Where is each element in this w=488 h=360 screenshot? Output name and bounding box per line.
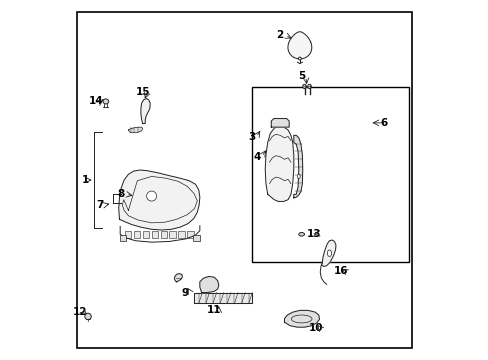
Text: 13: 13: [306, 229, 321, 239]
Bar: [251, 87, 408, 262]
Polygon shape: [119, 170, 200, 230]
Text: 9: 9: [182, 288, 189, 297]
Bar: [142, 231, 149, 238]
Polygon shape: [321, 240, 335, 266]
Polygon shape: [293, 135, 302, 198]
Text: 3: 3: [247, 132, 255, 142]
Bar: [178, 231, 184, 238]
Text: 7: 7: [96, 200, 103, 210]
Polygon shape: [271, 118, 288, 127]
Bar: [192, 235, 200, 241]
Bar: [120, 235, 125, 241]
Bar: [124, 231, 131, 238]
Text: 16: 16: [333, 266, 347, 276]
Bar: [187, 231, 193, 238]
Ellipse shape: [307, 84, 311, 89]
Ellipse shape: [298, 57, 301, 60]
Ellipse shape: [103, 99, 108, 104]
Ellipse shape: [298, 233, 304, 236]
Bar: [160, 231, 166, 238]
Polygon shape: [200, 276, 218, 293]
Ellipse shape: [146, 191, 156, 201]
Text: 6: 6: [379, 118, 386, 128]
Text: 10: 10: [308, 323, 323, 333]
Bar: [134, 231, 140, 238]
Text: 14: 14: [89, 96, 103, 107]
Text: 12: 12: [73, 307, 87, 317]
Bar: [151, 231, 158, 238]
Ellipse shape: [84, 313, 91, 320]
Polygon shape: [141, 99, 150, 123]
Text: 2: 2: [276, 30, 283, 40]
Ellipse shape: [302, 84, 305, 89]
Text: 8: 8: [118, 189, 124, 199]
Ellipse shape: [326, 250, 331, 256]
Polygon shape: [264, 126, 293, 202]
Text: 1: 1: [82, 175, 89, 185]
Text: 15: 15: [135, 87, 150, 98]
Polygon shape: [284, 310, 319, 327]
Text: 5: 5: [297, 71, 305, 81]
Polygon shape: [287, 32, 311, 59]
Bar: [169, 231, 176, 238]
Ellipse shape: [297, 174, 300, 179]
Polygon shape: [194, 293, 251, 303]
Text: 11: 11: [206, 305, 221, 315]
Text: 4: 4: [253, 152, 260, 162]
Polygon shape: [128, 127, 142, 132]
Polygon shape: [174, 274, 182, 282]
